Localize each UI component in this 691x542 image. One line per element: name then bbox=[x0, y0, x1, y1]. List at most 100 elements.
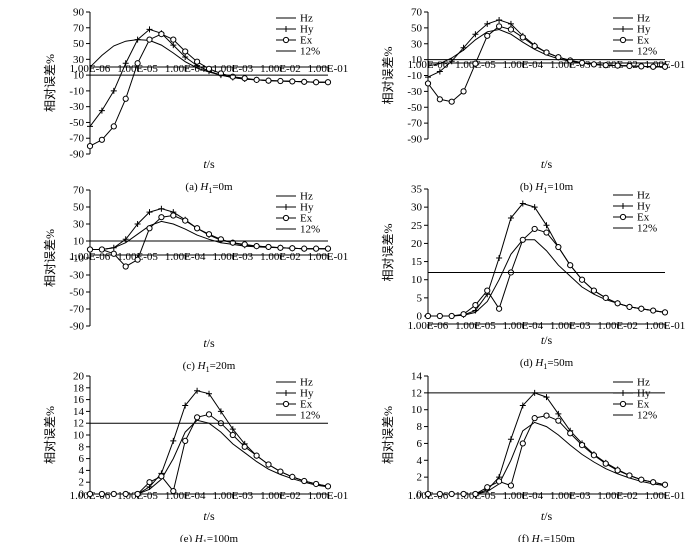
x-axis-label-var: t bbox=[541, 509, 545, 523]
ex-point bbox=[134, 490, 141, 498]
y-tick-label: 35 bbox=[411, 184, 423, 196]
ex-point bbox=[289, 473, 296, 480]
ex-point bbox=[590, 452, 598, 459]
ex-point bbox=[626, 303, 633, 311]
ex-point bbox=[496, 305, 503, 312]
ex-point bbox=[146, 479, 153, 486]
y-tick-label: 10 bbox=[73, 70, 85, 82]
hy-point bbox=[543, 394, 550, 401]
x-axis-label: t/s bbox=[203, 336, 215, 350]
legend-label: Hz bbox=[637, 190, 650, 202]
ex-point bbox=[146, 36, 153, 43]
legend-marker bbox=[619, 36, 627, 44]
ex-point bbox=[567, 57, 574, 64]
ex-point bbox=[484, 287, 491, 294]
ex-point bbox=[134, 256, 141, 263]
hy-point bbox=[519, 402, 526, 409]
y-tick-label: 4 bbox=[417, 455, 423, 467]
ex-point bbox=[122, 263, 129, 270]
legend-label: Ex bbox=[637, 399, 650, 411]
ex-point bbox=[205, 231, 213, 238]
caption-prefix: (c) bbox=[183, 360, 198, 372]
ex-point bbox=[110, 250, 117, 257]
caption-prefix: (d) bbox=[520, 357, 536, 369]
ex-point bbox=[158, 473, 165, 480]
y-tick-label: 70 bbox=[411, 7, 423, 19]
y-tick-label: 70 bbox=[73, 185, 85, 197]
ex-point bbox=[519, 440, 526, 447]
ex-point bbox=[289, 78, 296, 85]
ex-point bbox=[277, 244, 284, 251]
chart-panel-a: 90 70 50 30 10 -10 -30 -50 -70 -90 1.00E-06 1.00E-0… bbox=[43, 7, 348, 196]
hy-point bbox=[182, 402, 189, 409]
ex-point bbox=[602, 294, 609, 301]
x-axis-label: t/s bbox=[203, 157, 215, 171]
y-tick-label: 0 bbox=[79, 489, 85, 501]
panel-caption: (f) H1=150m bbox=[518, 533, 575, 542]
chart-panel-e: 201816141210864201.00E-061.00E-051.00E-0… bbox=[43, 371, 348, 542]
ex-point bbox=[194, 225, 201, 232]
hy-point bbox=[134, 36, 141, 43]
legend-label: Hy bbox=[300, 388, 314, 400]
x-tick-label: 1.00E-01 bbox=[308, 251, 349, 263]
ex-point bbox=[661, 309, 669, 316]
caption-sub: 1 bbox=[206, 365, 210, 374]
y-tick-label: -50 bbox=[69, 287, 84, 299]
legend-label: Hy bbox=[300, 24, 314, 36]
ex-point bbox=[170, 36, 177, 43]
x-tick-label: 1.00E-06 bbox=[408, 320, 449, 332]
ex-point bbox=[265, 461, 272, 468]
hy-point bbox=[146, 209, 153, 216]
x-axis-label-unit: /s bbox=[544, 157, 552, 171]
ex-point bbox=[650, 63, 657, 70]
ex-point bbox=[182, 217, 189, 224]
y-tick-label: 12 bbox=[73, 418, 84, 430]
x-axis-label-unit: /s bbox=[544, 509, 552, 523]
ex-point bbox=[519, 34, 526, 41]
legend-label: Hy bbox=[637, 201, 651, 213]
ex-point bbox=[98, 136, 106, 143]
hy-point bbox=[229, 426, 236, 433]
hy-point bbox=[484, 20, 491, 27]
legend-label: Hy bbox=[637, 24, 651, 36]
y-tick-label: 8 bbox=[417, 421, 423, 433]
hy-point bbox=[496, 16, 503, 23]
y-tick-label: 10 bbox=[73, 236, 85, 248]
caption-var: H bbox=[531, 533, 541, 542]
ex-point bbox=[436, 490, 443, 498]
ex-point bbox=[313, 245, 320, 252]
caption-var: H bbox=[199, 181, 209, 193]
ex-point bbox=[424, 80, 432, 87]
legend-marker bbox=[283, 204, 289, 210]
hy-point bbox=[543, 222, 550, 229]
ex-point bbox=[253, 76, 260, 83]
y-tick-label: 50 bbox=[411, 22, 423, 34]
x-tick-label: 1.00E-04 bbox=[502, 490, 543, 502]
x-tick-label: 1.00E-06 bbox=[70, 63, 111, 75]
ex-point bbox=[194, 58, 201, 65]
y-tick-label: 70 bbox=[73, 22, 85, 34]
x-tick-label: 1.00E-02 bbox=[597, 320, 638, 332]
legend-marker bbox=[619, 400, 627, 408]
panel-caption: (d) H1=50m bbox=[520, 357, 574, 371]
ex-point bbox=[241, 443, 248, 450]
caption-suffix: =10m bbox=[547, 181, 573, 193]
ex-point bbox=[661, 481, 669, 488]
ex-point bbox=[626, 62, 633, 70]
caption-prefix: (f) bbox=[518, 533, 532, 542]
ex-point bbox=[614, 62, 621, 69]
y-tick-label: 0 bbox=[417, 311, 423, 323]
caption-sub: 1 bbox=[540, 538, 544, 542]
series-ex-line bbox=[90, 413, 329, 495]
ex-point bbox=[531, 225, 538, 233]
ex-point bbox=[484, 32, 491, 39]
y-axis-label: 相对误差% bbox=[43, 229, 57, 287]
y-tick-label: 18 bbox=[73, 382, 85, 394]
legend-marker bbox=[620, 390, 626, 396]
legend-label: Ex bbox=[300, 213, 313, 225]
legend-label: 12% bbox=[300, 46, 320, 58]
hy-point bbox=[519, 200, 526, 207]
ex-point bbox=[531, 415, 538, 422]
